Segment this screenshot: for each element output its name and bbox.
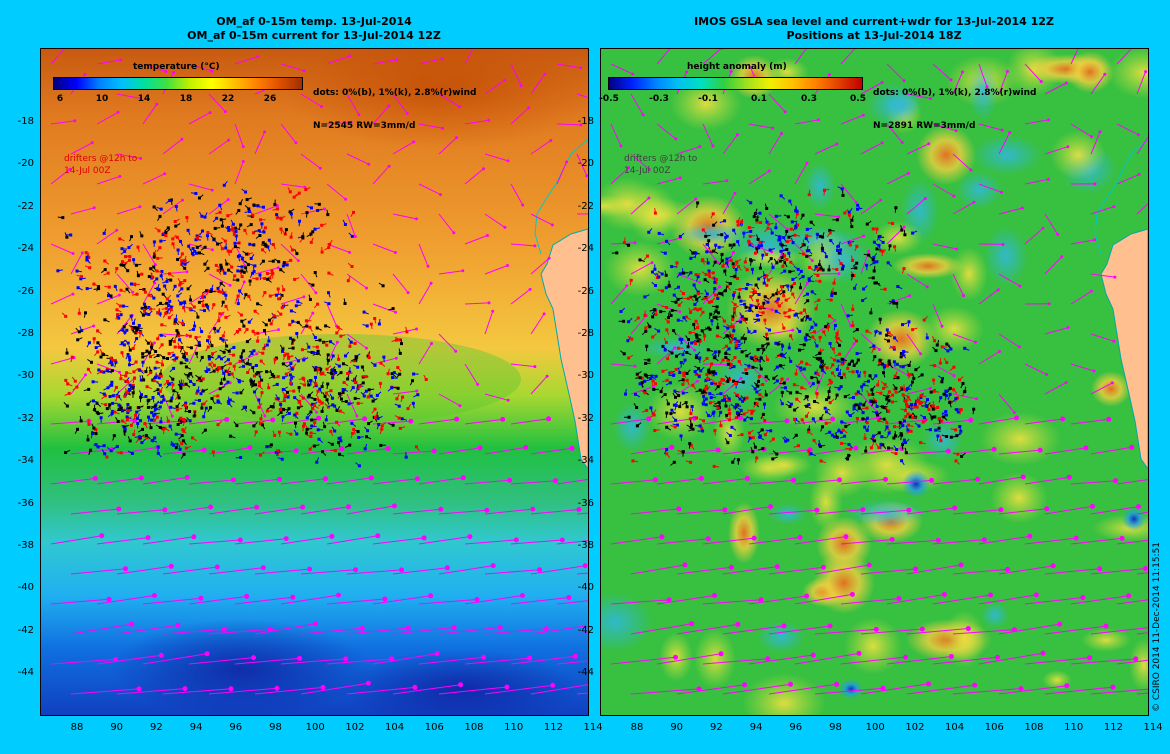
latitude-tick: -28 [17,328,34,339]
height-anomaly-colorbar-title: height anomaly (m) [687,62,787,72]
temperature-map [40,48,589,716]
left-dots-note-line1: dots: 0%(b), 1%(k), 2.8%(r)wind [313,88,477,98]
longitude-tick: 102 [345,722,365,733]
longitude-tick: 100 [305,722,325,733]
height-anomaly-colorbar [608,77,863,90]
temperature-tick: 22 [221,94,235,104]
height-anomaly-tick: -0.3 [649,94,669,104]
right-dots-note: dots: 0%(b), 1%(k), 2.8%(r)wind N=2891 R… [873,66,1036,143]
height-anomaly-tick: 0.3 [801,94,817,104]
longitude-tick: 114 [583,722,603,733]
latitude-tick: -36 [577,497,594,509]
longitude-tick: 108 [1024,722,1044,733]
right-title-line1: IMOS GSLA sea level and current+wdr for … [694,15,1054,28]
sea-level-map-vectors [610,49,1148,695]
latitude-tick: -40 [17,582,34,594]
left-title: OM_af 0-15m temp. 13-Jul-2014 OM_af 0-15… [40,15,588,43]
latitude-tick: -30 [17,370,34,382]
longitude-tick: 106 [424,722,444,733]
left-drifters-note: drifters @12h to 14-Jul 00Z [64,154,138,176]
longitude-tick: 108 [464,722,484,733]
longitude-tick: 88 [630,722,644,733]
temperature-map-vectors [50,49,588,695]
longitude-tick: 92 [150,722,163,733]
latitude-tick: -18 [17,116,34,127]
latitude-tick: -20 [17,158,34,170]
latitude-tick: -22 [17,200,34,212]
height-anomaly-tick: -0.5 [599,94,619,104]
latitude-tick: -44 [577,667,594,679]
longitude-tick: 114 [1143,722,1163,733]
latitude-tick: -40 [577,582,594,594]
latitude-tick: -38 [17,540,34,551]
latitude-tick: -42 [577,624,594,636]
left-dots-note-line2: N=2545 RW=3mm/d [313,121,416,131]
longitude-tick: 102 [905,722,925,733]
longitude-tick: 90 [110,722,124,733]
latitude-tick: -38 [577,540,594,551]
height-anomaly-tick: 0.1 [751,94,767,104]
longitude-tick: 90 [670,722,684,733]
longitude-tick: 88 [70,722,84,733]
latitude-tick: -22 [577,200,594,212]
latitude-tick: -36 [17,497,34,509]
temperature-tick: 14 [137,94,151,104]
latitude-tick: -28 [577,328,594,339]
right-drifters-note: drifters @12h to 14-Jul 00Z [624,154,698,176]
height-anomaly-tick: -0.1 [698,94,718,104]
longitude-tick: 94 [749,722,763,733]
longitude-tick: 96 [789,722,803,733]
right-title-line2: Positions at 13-Jul-2014 18Z [786,29,962,42]
left-title-line1: OM_af 0-15m temp. 13-Jul-2014 [216,15,412,28]
temperature-tick: 10 [95,94,109,104]
temperature-colorbar [53,77,303,90]
latitude-tick: -26 [17,285,34,297]
longitude-tick: 112 [543,722,563,733]
temperature-colorbar-title: temperature (°C) [133,62,220,72]
longitude-tick: 98 [269,722,282,733]
longitude-tick: 94 [189,722,203,733]
right-dots-note-line1: dots: 0%(b), 1%(k), 2.8%(r)wind [873,88,1037,98]
latitude-tick: -34 [17,455,34,467]
latitude-tick: -18 [577,116,594,127]
latitude-tick: -42 [17,624,34,636]
height-anomaly-tick: 0.5 [850,94,866,104]
left-title-line2: OM_af 0-15m current for 13-Jul-2014 12Z [187,29,441,42]
temperature-tick: 6 [56,94,64,104]
latitude-tick: -26 [577,285,594,297]
sea-level-field [601,49,1148,715]
right-title: IMOS GSLA sea level and current+wdr for … [600,15,1148,43]
copyright-note: © CSIRO 2014 11-Dec-2014 11:15:51 [1152,541,1162,712]
temperature-tick: 18 [179,94,193,104]
left-dots-note: dots: 0%(b), 1%(k), 2.8%(r)wind N=2545 R… [313,66,476,143]
temperature-tick: 26 [263,94,277,104]
longitude-tick: 110 [504,722,524,733]
right-dots-note-line2: N=2891 RW=3mm/d [873,121,976,131]
longitude-tick: 92 [710,722,723,733]
sea-level-map [600,48,1149,716]
latitude-tick: -20 [577,158,594,170]
latitude-tick: -32 [577,412,594,424]
latitude-tick: -24 [577,243,594,255]
longitude-tick: 100 [865,722,885,733]
longitude-tick: 112 [1103,722,1123,733]
longitude-tick: 106 [984,722,1004,733]
latitude-tick: -30 [577,370,594,382]
longitude-tick: 110 [1064,722,1084,733]
latitude-tick: -32 [17,412,34,424]
latitude-tick: -24 [17,243,34,255]
longitude-tick: 98 [829,722,842,733]
anomaly-blobs [601,49,1148,715]
longitude-tick: 96 [229,722,243,733]
latitude-tick: -34 [577,455,594,467]
latitude-tick: -44 [17,667,34,679]
longitude-tick: 104 [945,722,965,733]
longitude-tick: 104 [385,722,405,733]
